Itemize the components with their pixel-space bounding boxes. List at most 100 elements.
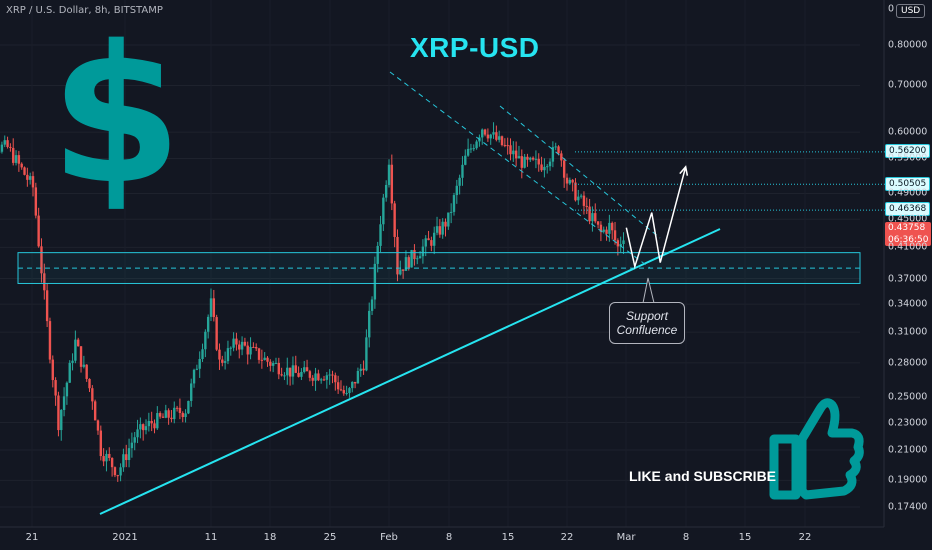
- candle-body: [223, 361, 227, 363]
- y-tick-label: 0.37000: [888, 273, 928, 285]
- candle-body: [531, 157, 535, 160]
- candle-body: [481, 129, 484, 138]
- candle-body: [173, 407, 176, 420]
- x-tick-label: 25: [323, 532, 337, 543]
- candle-body: [187, 400, 190, 414]
- y-tick-label: 0.60000: [888, 126, 928, 138]
- candle-body: [582, 195, 586, 206]
- x-tick-label: 2021: [112, 532, 138, 543]
- candle-body: [368, 310, 371, 338]
- candle-body: [503, 145, 507, 147]
- candle-body: [557, 146, 560, 154]
- candle-body: [455, 185, 459, 196]
- currency-button[interactable]: USD: [896, 4, 926, 18]
- candle-body: [102, 456, 105, 462]
- candle-body: [266, 357, 269, 362]
- candle-body: [351, 381, 354, 389]
- candle-body: [543, 166, 546, 171]
- candle-body: [413, 250, 416, 260]
- candle-body: [212, 298, 216, 318]
- candle-body: [594, 213, 597, 222]
- candle-body: [500, 136, 504, 146]
- candle-body: [161, 416, 165, 418]
- candle-body: [232, 338, 235, 348]
- candle-body: [464, 155, 467, 165]
- candle-body: [441, 221, 444, 235]
- candle-body: [246, 345, 249, 355]
- candle-body: [280, 374, 283, 376]
- candle-body: [466, 148, 470, 156]
- support-callout-line2: Confluence: [616, 323, 678, 337]
- candle-body: [260, 359, 264, 361]
- candle-body: [226, 348, 230, 362]
- callout-pointer: [642, 277, 655, 304]
- projection-arrowhead: [679, 165, 689, 176]
- candle-body: [427, 238, 430, 241]
- x-tick-label: 11: [204, 532, 218, 543]
- candle-body: [122, 454, 125, 468]
- candle-body: [435, 226, 439, 233]
- candle-body: [12, 147, 15, 163]
- candle-body: [201, 349, 204, 359]
- candle-body: [602, 229, 605, 232]
- candle-body: [353, 381, 357, 384]
- candle-body: [192, 369, 196, 384]
- y-tick-label: 0.21000: [888, 444, 928, 456]
- candle-body: [288, 367, 292, 377]
- candle-body: [6, 140, 9, 147]
- y-tick-label: 0.45000: [888, 213, 928, 225]
- candle-body: [529, 157, 532, 160]
- candle-body: [249, 346, 252, 355]
- candle-body: [305, 367, 309, 372]
- candle-body: [127, 448, 131, 461]
- candle-body: [96, 420, 100, 431]
- candle-body: [277, 362, 281, 375]
- candle-body: [167, 410, 170, 418]
- candle-body: [170, 417, 173, 420]
- candle-body: [300, 371, 303, 377]
- candle-body: [373, 263, 377, 300]
- y-tick-label: 0.23000: [888, 417, 928, 428]
- candle-body: [449, 211, 453, 213]
- candle-body: [0, 144, 4, 152]
- candle-body: [252, 346, 255, 348]
- candle-body: [591, 213, 594, 222]
- candle-body: [215, 317, 218, 350]
- candle-body: [370, 299, 374, 311]
- y-tick-label: 0.31000: [888, 326, 928, 338]
- candle-body: [384, 184, 388, 198]
- candle-body: [119, 467, 122, 476]
- candle-body: [495, 132, 498, 140]
- candle-body: [461, 164, 464, 178]
- candle-body: [325, 375, 329, 380]
- candle-body: [520, 156, 523, 168]
- projection-path: [625, 166, 687, 270]
- candle-body: [486, 134, 490, 139]
- candle-body: [164, 410, 167, 418]
- candle-body: [596, 221, 600, 225]
- candle-body: [235, 338, 238, 345]
- y-top-label: 0: [888, 3, 895, 15]
- candle-body: [198, 358, 201, 369]
- current-price-tag: 0.43758 06:36:50: [885, 222, 932, 246]
- candle-body: [407, 257, 410, 268]
- candle-body: [483, 129, 487, 135]
- candle-body: [579, 195, 583, 197]
- candle-body: [240, 341, 244, 350]
- candle-body: [342, 390, 345, 394]
- candle-body: [562, 160, 566, 178]
- candle-body: [577, 196, 580, 201]
- channel-lower: [499, 105, 661, 239]
- x-tick-label: 8: [682, 532, 690, 543]
- candle-body: [546, 166, 549, 168]
- candle-body: [571, 179, 574, 183]
- candle-body: [51, 359, 54, 381]
- candle-body: [153, 423, 156, 429]
- candle-body: [534, 158, 538, 160]
- x-tick-label: 18: [263, 532, 277, 543]
- x-tick-label: 22: [798, 532, 812, 543]
- candle-body: [611, 222, 614, 231]
- candle-body: [125, 454, 128, 461]
- x-tick-label: 15: [738, 532, 752, 543]
